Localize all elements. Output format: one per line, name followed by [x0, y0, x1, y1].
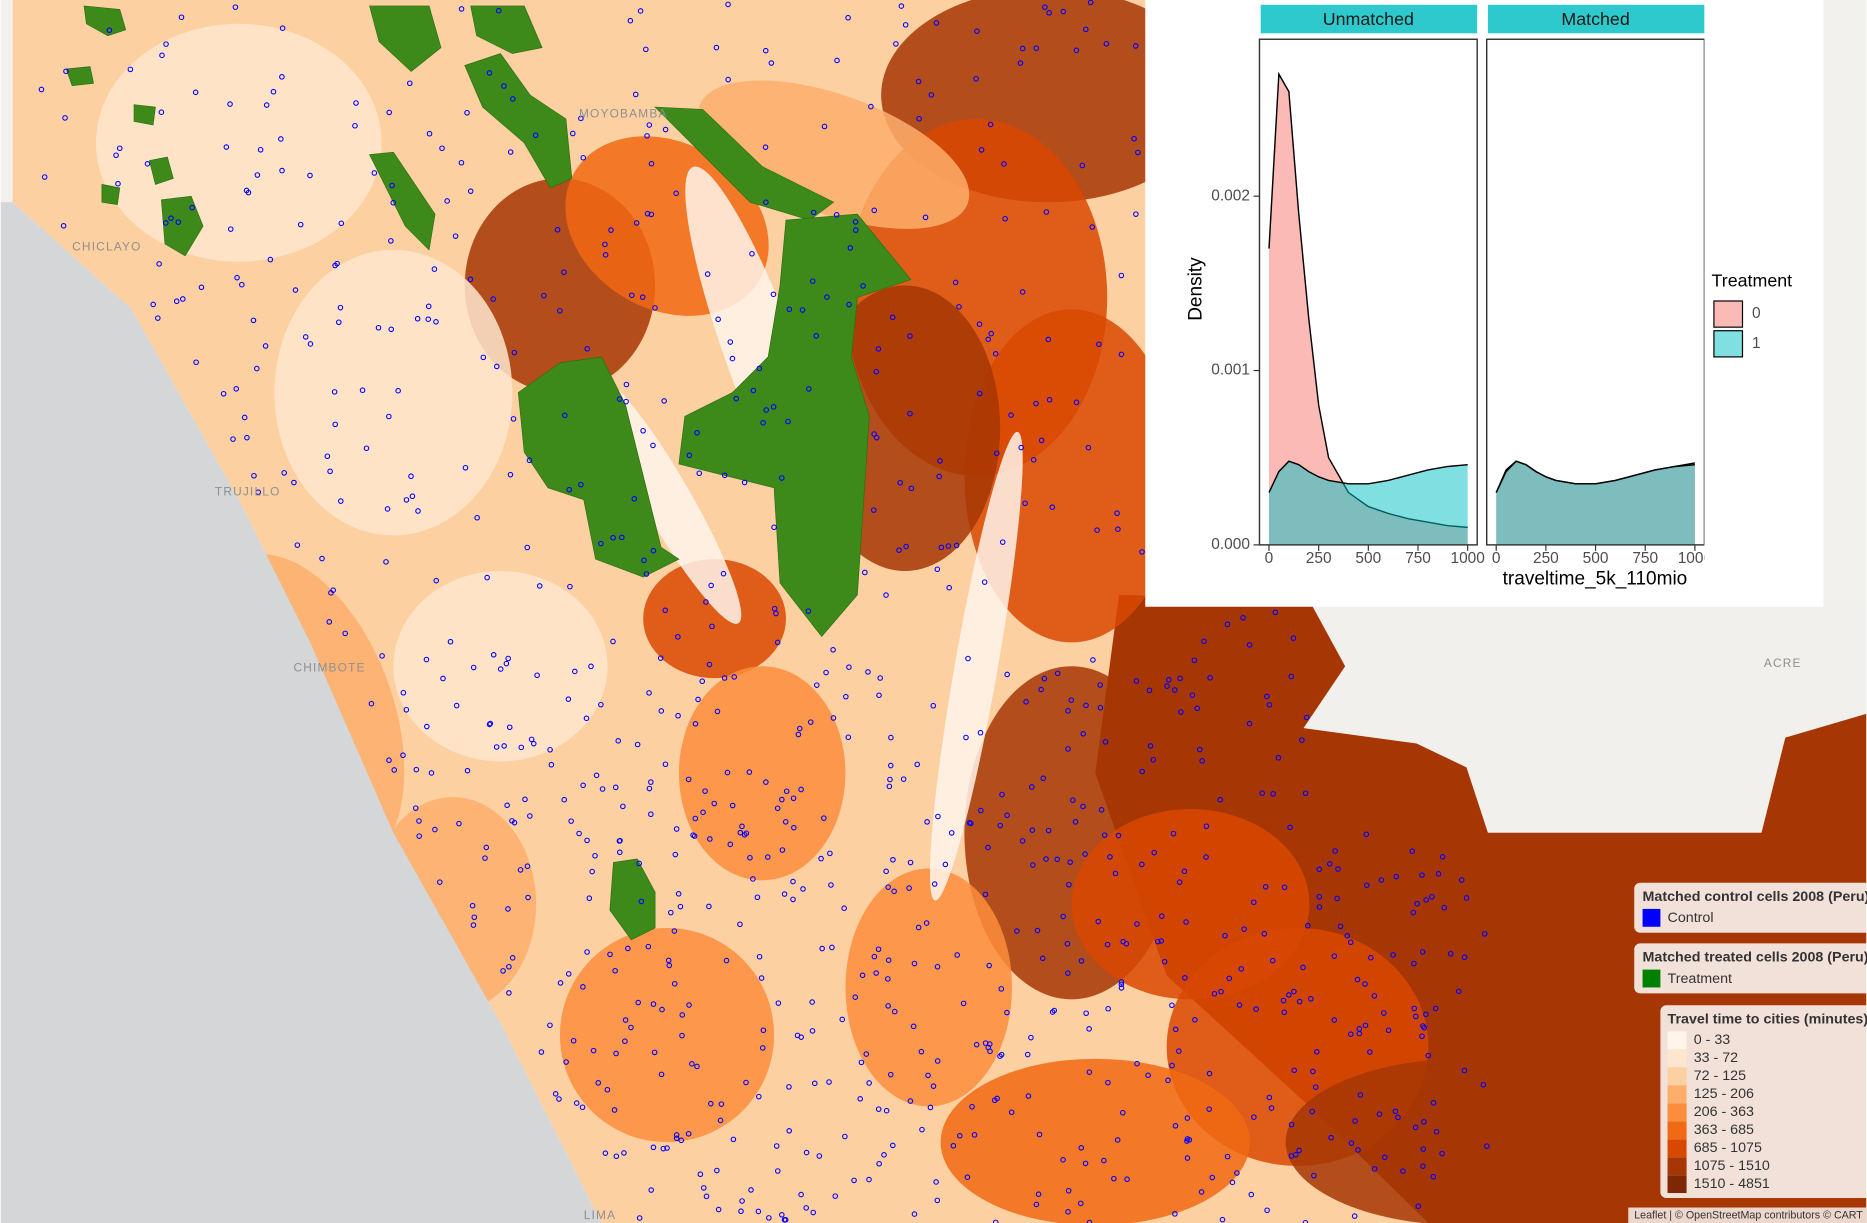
- legend-swatch: [1668, 1157, 1687, 1175]
- legend-swatch: [1668, 1175, 1687, 1193]
- terrain-zone: [96, 24, 382, 262]
- x-tick-label: 250: [1306, 550, 1332, 567]
- x-tick-label: 500: [1583, 550, 1609, 567]
- legend-label: 1: [1752, 335, 1761, 352]
- legend-label: 125 - 206: [1694, 1086, 1754, 1102]
- legend-title: Matched treated cells 2008 (Peru): [1643, 949, 1867, 965]
- legend-swatch: [1643, 909, 1661, 927]
- map-label: CHICLAYO: [72, 240, 141, 254]
- legend-label: 72 - 125: [1694, 1068, 1746, 1084]
- legend-label: 685 - 1075: [1694, 1140, 1762, 1156]
- legend-label: 1075 - 1510: [1694, 1158, 1770, 1174]
- terrain-zone: [274, 250, 512, 536]
- y-tick-label: 0.002: [1211, 187, 1250, 204]
- legend-key: [1714, 301, 1743, 327]
- legend-label: Control: [1668, 910, 1714, 926]
- legend-label: Treatment: [1668, 971, 1733, 987]
- y-tick-label: 0.001: [1211, 362, 1250, 379]
- legend-label: 0 - 33: [1694, 1032, 1731, 1048]
- legend-swatch: [1668, 1139, 1687, 1157]
- attribution[interactable]: Leaflet | © OpenStreetMap contributors ©…: [1634, 1210, 1863, 1222]
- legend-swatch: [1668, 1085, 1687, 1103]
- x-tick-label: 0: [1265, 550, 1274, 567]
- terrain-zone: [1286, 1059, 1643, 1223]
- legend-swatch: [1668, 1031, 1687, 1049]
- y-tick-label: 0.000: [1211, 536, 1250, 553]
- density-plot: Density traveltime_5k_110mio Treatment 0…: [1145, 0, 1823, 607]
- legend-label: 33 - 72: [1694, 1050, 1738, 1066]
- legend-label: 206 - 363: [1694, 1104, 1754, 1120]
- legend-swatch: [1668, 1067, 1687, 1085]
- legend-swatch: [1668, 1103, 1687, 1121]
- x-tick-label: 500: [1355, 550, 1381, 567]
- legend-title: Travel time to cities (minutes): [1668, 1011, 1867, 1027]
- x-tick-label: 750: [1632, 550, 1658, 567]
- legend-title: Treatment: [1712, 271, 1793, 291]
- facet-title: Matched: [1561, 9, 1629, 29]
- legend-label: 0: [1752, 305, 1761, 322]
- terrain-zone: [560, 928, 774, 1142]
- treatment-patch: [134, 105, 155, 125]
- map-label: ACRE: [1764, 656, 1802, 670]
- screen: CHICLAYO TRUJILLO CHIMBOTE MOYOBAMBA ACR…: [0, 0, 1867, 1223]
- map-label: TRUJILLO: [215, 485, 281, 499]
- page: { "map": { "labels": ["CHICLAYO", "TRUJI…: [0, 0, 1867, 1223]
- terrain-zone: [679, 666, 846, 880]
- terrain-zone: [393, 571, 607, 761]
- legend-label: 1510 - 4851: [1694, 1176, 1770, 1192]
- legend-swatch: [1668, 1121, 1687, 1139]
- legend-swatch: [1668, 1049, 1687, 1067]
- x-tick-label: 1000: [1450, 550, 1484, 567]
- treatment-patch: [102, 184, 120, 204]
- terrain-zone: [845, 868, 1012, 1106]
- y-axis-title: Density: [1185, 257, 1206, 321]
- x-tick-label: 250: [1533, 550, 1559, 567]
- legend-label: 363 - 685: [1694, 1122, 1754, 1138]
- legend-title: Matched control cells 2008 (Peru): [1643, 889, 1867, 905]
- legend-key: [1714, 331, 1743, 357]
- terrain-zone: [941, 1059, 1250, 1223]
- legend-swatch: [1643, 970, 1661, 988]
- map-label: LIMA: [584, 1208, 616, 1222]
- x-tick-label: 750: [1405, 550, 1431, 567]
- x-tick-label: 0: [1492, 550, 1501, 567]
- map-label: MOYOBAMBA: [579, 106, 668, 120]
- x-axis-title: traveltime_5k_110mio: [1503, 568, 1688, 589]
- map-label: CHIMBOTE: [293, 661, 365, 675]
- facet-title: Unmatched: [1323, 9, 1414, 29]
